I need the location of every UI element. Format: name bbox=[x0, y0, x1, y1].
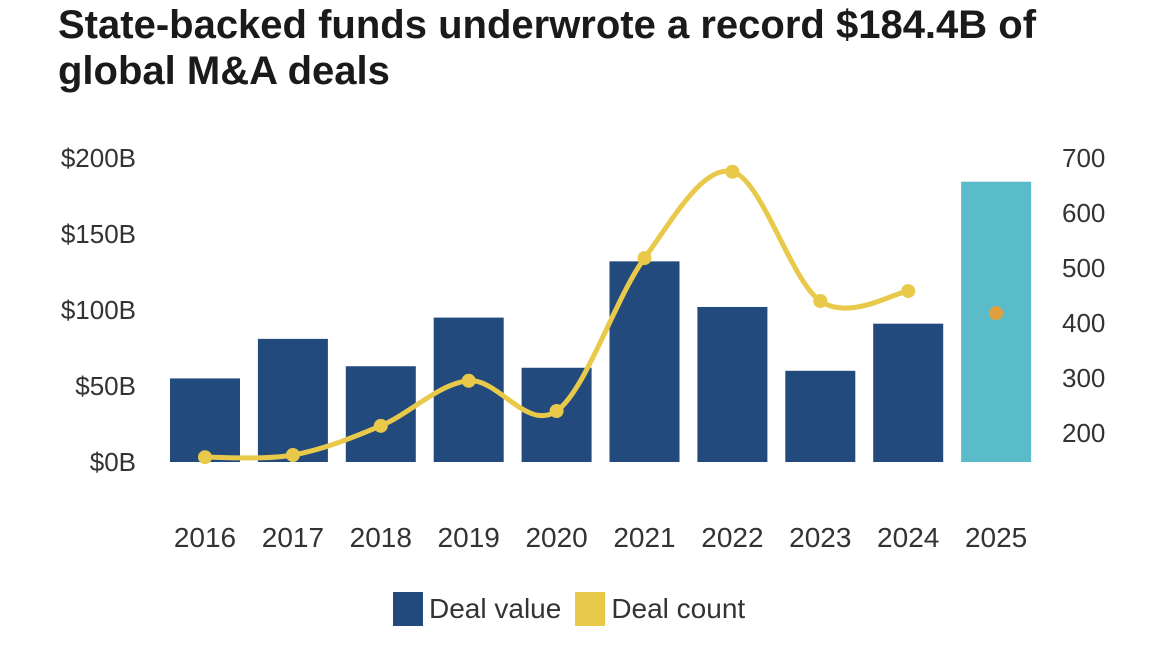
left-axis-tick-label: $200B bbox=[61, 143, 136, 173]
deal-count-point-2016 bbox=[198, 450, 212, 465]
right-axis-tick-label: 400 bbox=[1062, 308, 1105, 338]
legend-swatch-deal-value bbox=[393, 592, 423, 626]
right-axis-tick-label: 300 bbox=[1062, 363, 1105, 393]
deal-count-point-2017 bbox=[285, 448, 300, 462]
x-axis-tick-label: 2019 bbox=[438, 522, 500, 553]
legend: Deal value Deal count bbox=[393, 592, 759, 626]
legend-label-deal-count: Deal count bbox=[611, 593, 746, 624]
x-axis-tick-label: 2016 bbox=[174, 522, 236, 553]
x-axis-tick-label: 2018 bbox=[350, 522, 412, 553]
deal-count-point-2023 bbox=[813, 294, 828, 308]
x-axis-tick-label: 2021 bbox=[613, 522, 675, 553]
left-axis-tick-label: $0B bbox=[90, 447, 136, 477]
right-axis-tick-label: 200 bbox=[1062, 418, 1105, 448]
x-axis-tick-label: 2023 bbox=[789, 522, 851, 553]
left-axis-tick-label: $100B bbox=[61, 295, 136, 325]
deal-count-point-2024 bbox=[901, 284, 916, 299]
bar-2023 bbox=[785, 370, 856, 462]
x-axis-tick-label: 2022 bbox=[701, 522, 763, 553]
right-axis-tick-label: 700 bbox=[1062, 143, 1105, 173]
legend-item-deal-value: Deal value bbox=[393, 592, 561, 626]
legend-item-deal-count: Deal count bbox=[575, 592, 745, 626]
deal-count-point-2021 bbox=[637, 251, 652, 266]
legend-label-deal-value: Deal value bbox=[429, 593, 562, 624]
left-axis-tick-label: $150B bbox=[61, 219, 136, 249]
legend-swatch-deal-count bbox=[575, 592, 606, 626]
x-axis-tick-label: 2025 bbox=[965, 522, 1027, 553]
deal-count-point-2018 bbox=[373, 418, 388, 433]
right-axis-tick-label: 500 bbox=[1062, 253, 1105, 283]
deal-count-point-2020 bbox=[549, 404, 564, 418]
x-axis-tick-label: 2017 bbox=[262, 522, 324, 553]
bar-2016 bbox=[170, 378, 240, 462]
left-axis-tick-label: $50B bbox=[75, 371, 136, 401]
deal-count-point-2025 bbox=[989, 306, 1004, 321]
x-axis-tick-label: 2024 bbox=[877, 522, 939, 553]
chart-title: State-backed funds underwrote a record $… bbox=[58, 3, 1037, 93]
deal-count-line bbox=[202, 168, 911, 461]
bar-2017 bbox=[257, 338, 328, 462]
bar-2025 bbox=[961, 181, 1032, 462]
deal-count-point-2019 bbox=[461, 373, 476, 388]
bar-2022 bbox=[697, 306, 768, 462]
deal-count-point-2022 bbox=[725, 164, 740, 179]
right-axis-tick-label: 600 bbox=[1062, 198, 1105, 228]
x-axis-tick-label: 2020 bbox=[525, 522, 587, 553]
bar-2021 bbox=[609, 261, 680, 462]
bar-2024 bbox=[873, 323, 944, 462]
